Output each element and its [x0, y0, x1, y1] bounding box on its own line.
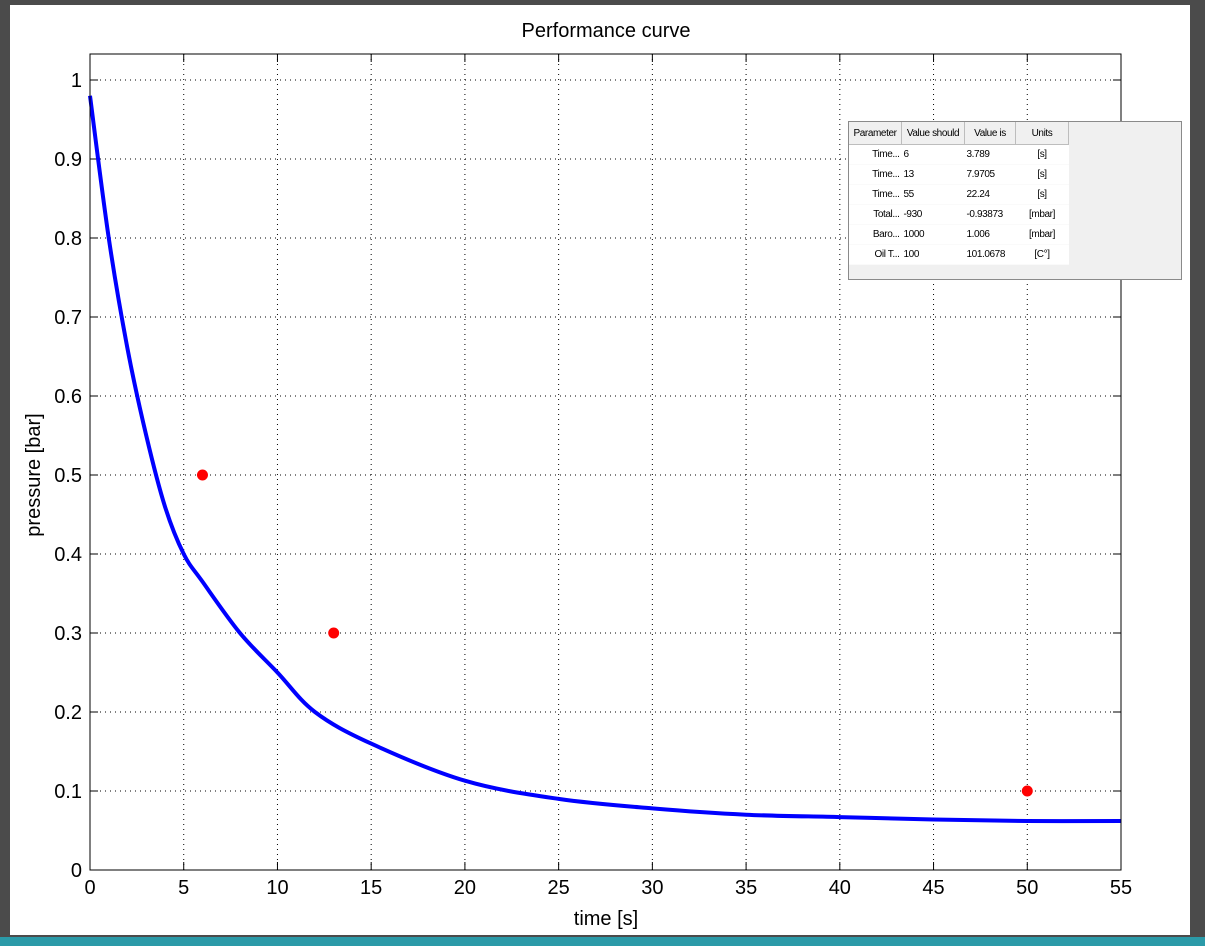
cell-value-should: 1000: [901, 224, 965, 245]
pressure-curve: [88, 95, 1122, 824]
col-header-units[interactable]: Units: [1015, 122, 1069, 145]
col-header-value-should[interactable]: Value should: [901, 122, 965, 145]
cell-value-should: 55: [901, 184, 965, 205]
y-tick-label: 0.3: [54, 623, 82, 645]
plot-area-frame: [89, 53, 1122, 871]
target-point: [328, 627, 340, 639]
y-tick-label: 0.2: [54, 702, 82, 724]
col-header-value-is[interactable]: Value is: [964, 122, 1016, 145]
x-tick-label: 30: [641, 877, 663, 899]
cell-value-should: 6: [901, 144, 965, 165]
cell-value-is: 1.006: [964, 224, 1016, 245]
cell-units: [s]: [1015, 144, 1069, 165]
x-tick-label: 25: [548, 877, 570, 899]
col-header-parameter[interactable]: Parameter: [849, 122, 902, 145]
target-point: [1021, 785, 1033, 797]
table-row[interactable]: Time... 6 3.789 [s]: [849, 144, 1069, 165]
x-axis-label: time [s]: [574, 908, 638, 930]
table-row[interactable]: Time... 13 7.9705 [s]: [849, 164, 1069, 185]
cell-units: [s]: [1015, 164, 1069, 185]
x-tick-label: 20: [454, 877, 476, 899]
y-tick-label: 0.5: [54, 465, 82, 487]
y-axis-label: pressure [bar]: [23, 413, 45, 536]
parameter-table: Parameter Value should Value is Units Ti…: [849, 122, 1069, 265]
y-tick-label: 0.4: [54, 544, 82, 566]
x-tick-label: 50: [1016, 877, 1038, 899]
x-tick-label: 55: [1110, 877, 1132, 899]
cell-value-should: 100: [901, 244, 965, 265]
cell-parameter: Time...: [849, 144, 902, 165]
cell-value-is: 7.9705: [964, 164, 1016, 185]
y-tick-label: 0.1: [54, 781, 82, 803]
table-row[interactable]: Baro... 1000 1.006 [mbar]: [849, 224, 1069, 245]
cell-value-should: 13: [901, 164, 965, 185]
cell-value-is: 22.24: [964, 184, 1016, 205]
table-row[interactable]: Oil T... 100 101.0678 [C°]: [849, 244, 1069, 265]
target-point: [196, 469, 208, 481]
x-tick-label: 0: [84, 877, 95, 899]
cell-parameter: Total...: [849, 204, 902, 225]
table-row[interactable]: Total... -930 -0.93873 [mbar]: [849, 204, 1069, 225]
y-tick-label: 0.9: [54, 149, 82, 171]
x-tick-label: 15: [360, 877, 382, 899]
table-row[interactable]: Time... 55 22.24 [s]: [849, 184, 1069, 205]
cell-value-is: 3.789: [964, 144, 1016, 165]
cell-parameter: Baro...: [849, 224, 902, 245]
parameter-table-panel: Parameter Value should Value is Units Ti…: [848, 121, 1182, 280]
taskbar: [0, 937, 1205, 946]
y-tick-label: 1: [71, 70, 82, 92]
y-tick-label: 0.6: [54, 386, 82, 408]
x-tick-label: 40: [829, 877, 851, 899]
chart-title: Performance curve: [522, 20, 691, 42]
cell-value-is: -0.93873: [964, 204, 1016, 225]
cell-parameter: Oil T...: [849, 244, 902, 265]
cell-value-is: 101.0678: [964, 244, 1016, 265]
cell-units: [mbar]: [1015, 204, 1069, 225]
x-tick-label: 45: [922, 877, 944, 899]
cell-parameter: Time...: [849, 184, 902, 205]
x-tick-label: 5: [178, 877, 189, 899]
cell-units: [s]: [1015, 184, 1069, 205]
cell-parameter: Time...: [849, 164, 902, 185]
x-tick-label: 35: [735, 877, 757, 899]
y-tick-label: 0.8: [54, 228, 82, 250]
cell-value-should: -930: [901, 204, 965, 225]
cell-units: [mbar]: [1015, 224, 1069, 245]
y-tick-label: 0: [71, 860, 82, 882]
x-tick-label: 10: [266, 877, 288, 899]
cell-units: [C°]: [1015, 244, 1069, 265]
y-tick-label: 0.7: [54, 307, 82, 329]
